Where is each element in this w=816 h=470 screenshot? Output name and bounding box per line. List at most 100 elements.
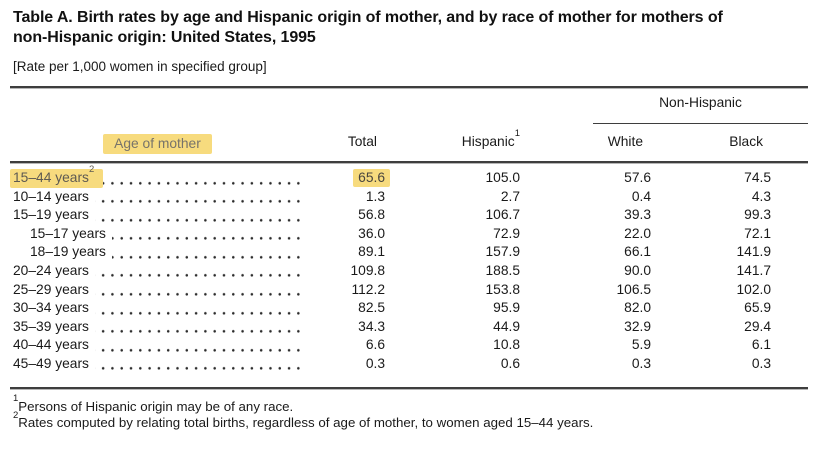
cell-black: 99.3 — [744, 207, 771, 223]
footnote-1-text: Persons of Hispanic origin may be of any… — [18, 398, 294, 414]
cell-hispanic: 44.9 — [493, 318, 520, 334]
row-label-cell: 30–34 years — [10, 299, 305, 318]
row-label-text: 30–34 years — [13, 300, 89, 316]
table-header: Non-Hispanic Age of mother Total Hispani… — [10, 88, 808, 161]
cell-total: 0.3 — [365, 355, 385, 371]
row-spacer — [771, 262, 808, 281]
table-top-rule — [10, 86, 808, 88]
row-spacer — [771, 169, 808, 188]
row-label-text: 25–29 years — [13, 281, 89, 297]
unit-note: [Rate per 1,000 women in specified group… — [13, 59, 267, 74]
cell-black: 4.3 — [751, 188, 771, 204]
cell-hispanic: 10.8 — [493, 337, 520, 353]
row-label: 25–29 years — [10, 280, 95, 300]
cell-total: 1.3 — [365, 188, 385, 204]
footnotes: 1Persons of Hispanic origin may be of an… — [13, 394, 808, 433]
birth-rates-table: Non-Hispanic Age of mother Total Hispani… — [10, 86, 808, 389]
row-label-text: 15–17 years — [30, 225, 106, 241]
highlighted-total-value: 65.6 — [353, 169, 390, 187]
footnote-2: 2Rates computed by relating total births… — [13, 411, 808, 432]
cell-total: 82.5 — [358, 300, 385, 316]
row-label-cell: 45–49 years — [10, 354, 305, 374]
cell-white: 22.0 — [624, 225, 651, 241]
column-header-white: White — [607, 134, 643, 149]
cell-total: 109.8 — [350, 262, 385, 278]
table-row: 10–14 years 1.3 2.7 0.4 4.3 — [10, 187, 808, 207]
row-label: 30–34 years — [10, 299, 95, 318]
row-label: 45–49 years — [10, 354, 95, 374]
row-label-text: 45–49 years — [13, 355, 89, 371]
table-row: 25–29 years 112.2 153.8 106.5 102.0 — [10, 280, 808, 300]
hispanic-footnote-marker: 1 — [514, 128, 520, 140]
cell-hispanic: 72.9 — [493, 225, 520, 241]
non-hispanic-spanner-label: Non-Hispanic — [659, 95, 742, 110]
row-label-footnote-marker: 2 — [88, 164, 95, 176]
row-label-text: 10–14 years — [13, 188, 89, 204]
cell-black: 6.1 — [751, 337, 771, 353]
footnote-2-text: Rates computed by relating total births,… — [18, 415, 594, 431]
cell-black: 29.4 — [744, 318, 771, 334]
cell-white: 57.6 — [624, 170, 651, 185]
row-label-cell: 15–44 years2 — [10, 165, 305, 188]
cell-total: 112.2 — [351, 281, 385, 297]
cell-hispanic: 95.9 — [493, 300, 520, 316]
row-label-cell: 10–14 years — [10, 187, 305, 207]
row-spacer — [771, 336, 808, 355]
cell-white: 90.0 — [624, 262, 651, 278]
cell-hispanic: 0.6 — [500, 355, 520, 371]
cell-white: 0.4 — [631, 188, 651, 204]
row-label-text: 18–19 years — [30, 244, 106, 260]
row-label-cell: 15–19 years — [10, 206, 305, 225]
cell-total: 34.3 — [358, 318, 385, 334]
cell-total: 56.8 — [358, 207, 385, 223]
row-label-cell: 15–17 years — [10, 224, 305, 244]
column-header-black: Black — [729, 134, 763, 149]
row-spacer — [771, 225, 808, 244]
table-row: 15–19 years 56.8 106.7 39.3 99.3 — [10, 206, 808, 225]
table-row: 30–34 years 82.5 95.9 82.0 65.9 — [10, 299, 808, 318]
row-label: 10–14 years — [10, 187, 95, 207]
cell-hispanic: 153.8 — [485, 281, 520, 297]
cell-white: 32.9 — [624, 318, 651, 334]
row-spacer — [771, 318, 808, 337]
column-header-total: Total — [347, 134, 377, 149]
cell-hispanic: 157.9 — [485, 244, 520, 260]
cell-hispanic: 188.5 — [485, 262, 520, 278]
cell-hispanic: 106.7 — [485, 207, 520, 223]
row-label-text: 35–39 years — [13, 318, 89, 334]
cell-black: 141.7 — [736, 262, 771, 278]
table-row: 45–49 years 0.3 0.6 0.3 0.3 — [10, 354, 808, 374]
cell-white: 39.3 — [624, 207, 651, 223]
table-body: 15–44 years2 65.6 105.0 57.6 74.5 10–14 … — [10, 163, 808, 387]
table-row: 35–39 years 34.3 44.9 32.9 29.4 — [10, 317, 808, 337]
row-label-text: 20–24 years — [13, 262, 89, 278]
cell-black: 65.9 — [744, 300, 771, 316]
cell-white: 66.1 — [624, 244, 651, 260]
row-spacer — [771, 206, 808, 225]
cell-white: 0.3 — [631, 355, 651, 371]
row-spacer — [771, 188, 808, 207]
cell-black: 0.3 — [751, 355, 771, 371]
row-label: 18–19 years — [10, 243, 112, 262]
cell-total: 6.6 — [365, 337, 385, 353]
row-spacer — [771, 281, 808, 300]
footnote-1-marker: 1 — [13, 393, 19, 405]
row-spacer — [771, 243, 808, 262]
header-spacer — [771, 134, 808, 154]
footnote-1: 1Persons of Hispanic origin may be of an… — [13, 394, 808, 416]
row-label-cell: 18–19 years — [10, 243, 305, 262]
age-of-mother-header-cell: Age of mother — [10, 134, 305, 154]
cell-total: 89.1 — [358, 244, 385, 260]
column-header-hispanic-label: Hispanic — [461, 134, 515, 149]
cell-total: 65.6 — [305, 169, 390, 188]
table-bottom-rule — [10, 386, 808, 389]
table-row: 15–44 years2 65.6 105.0 57.6 74.5 — [10, 165, 808, 188]
row-label: 35–39 years — [10, 317, 95, 337]
row-label-cell: 20–24 years — [10, 261, 305, 281]
footnote-2-marker: 2 — [13, 409, 19, 421]
cell-black: 72.1 — [744, 225, 771, 241]
cell-black: 141.9 — [736, 244, 771, 260]
row-label: 15–17 years — [10, 224, 112, 244]
cell-white: 5.9 — [631, 337, 651, 353]
non-hispanic-spanner-underline — [593, 123, 808, 124]
